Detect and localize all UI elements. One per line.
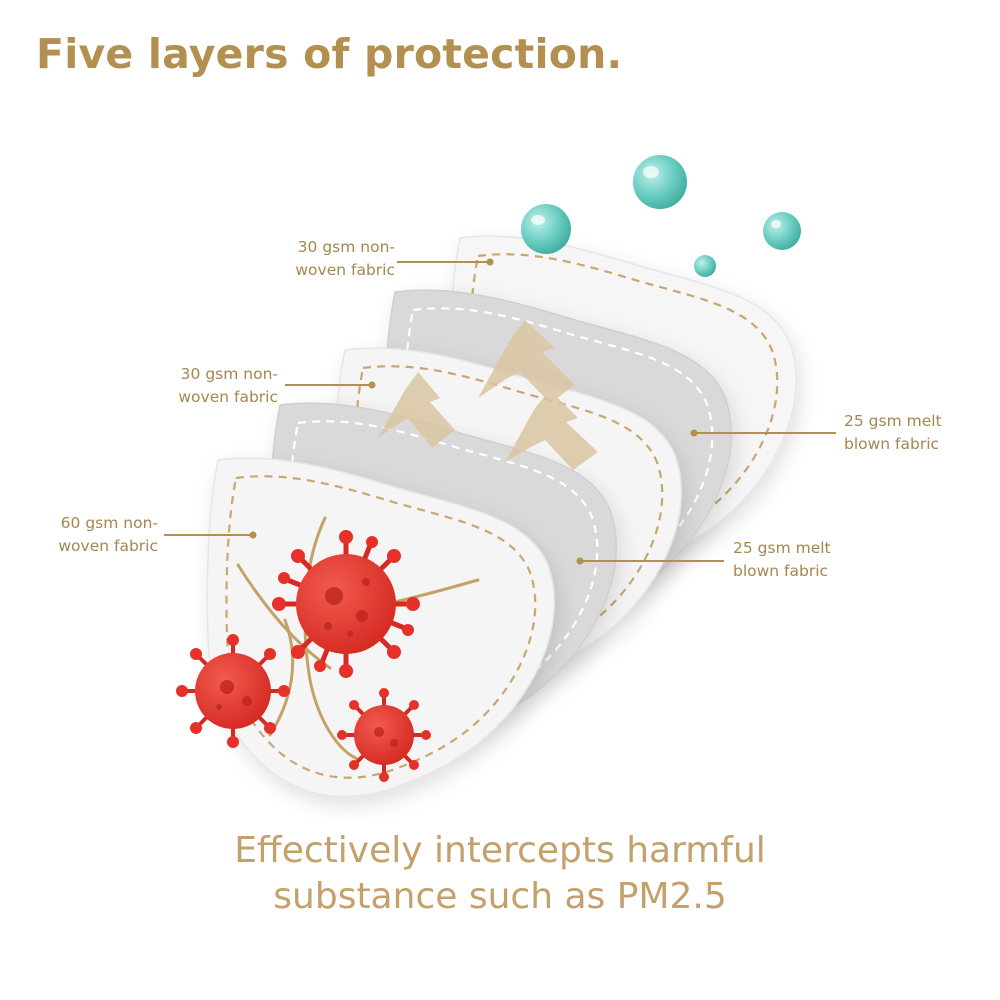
caption-line-1: Effectively intercepts harmful: [234, 830, 766, 871]
filter-strands: [236, 516, 480, 762]
layer-label-2: 25 gsm melt blown fabric: [844, 410, 942, 456]
airflow-arrow-icon: [378, 320, 598, 470]
layer-label-line: 25 gsm melt: [844, 412, 942, 430]
layer-label-line: 30 gsm non-: [180, 365, 278, 383]
layer-label-line: 30 gsm non-: [297, 238, 395, 256]
layer-label-1: 30 gsm non- woven fabric: [295, 236, 395, 282]
layer-label-line: blown fabric: [844, 435, 940, 453]
layer-label-line: 60 gsm non-: [60, 514, 158, 532]
water-droplet-icon: [521, 204, 571, 254]
water-droplets: [521, 155, 801, 277]
caption: Effectively intercepts harmful substance…: [0, 828, 1000, 920]
layer-label-line: woven fabric: [178, 388, 278, 406]
virus-icon: [272, 530, 420, 678]
leader-lines: [164, 261, 836, 562]
layer-label-line: 25 gsm melt: [733, 539, 831, 557]
layer-label-line: blown fabric: [733, 562, 829, 580]
layer-label-line: woven fabric: [295, 261, 395, 279]
layer-label-5: 60 gsm non- woven fabric: [58, 512, 158, 558]
leader-dots: [249, 258, 698, 565]
virus-icon: [176, 634, 290, 748]
layer-label-3: 30 gsm non- woven fabric: [178, 363, 278, 409]
page-title: Five layers of protection.: [36, 30, 623, 78]
layer-label-4: 25 gsm melt blown fabric: [733, 537, 831, 583]
water-droplet-icon: [633, 155, 687, 209]
caption-line-2: substance such as PM2.5: [273, 876, 727, 917]
layer-label-line: woven fabric: [58, 537, 158, 555]
water-droplet-icon: [763, 212, 801, 250]
virus-icon: [337, 688, 431, 782]
water-droplet-icon: [694, 255, 716, 277]
